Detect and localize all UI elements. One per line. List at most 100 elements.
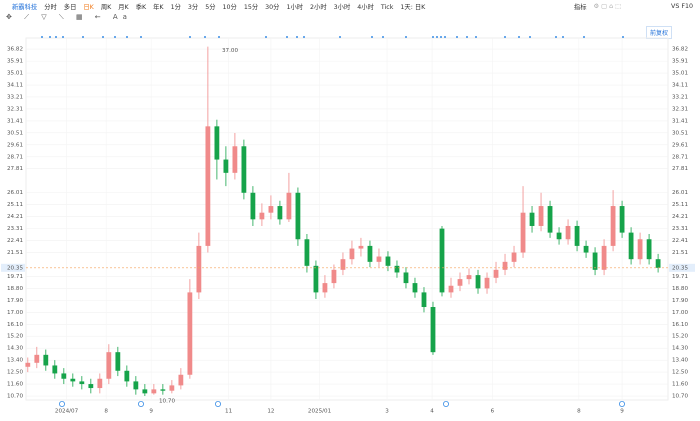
y-tick-label: 32.31 <box>672 106 688 112</box>
y-tick-label: 34.11 <box>672 83 688 89</box>
last-price-label: 20.35 <box>7 265 23 271</box>
x-tick-label: 3 <box>385 409 389 415</box>
candle-body <box>655 259 661 268</box>
candle-body <box>511 252 517 262</box>
candle-body <box>79 381 85 385</box>
y-tick-label: 35.01 <box>672 71 688 77</box>
candle-body <box>88 384 94 389</box>
candle-body <box>124 370 130 382</box>
y-tick-label: 36.82 <box>7 47 23 53</box>
y-tick-label: 13.40 <box>7 358 23 364</box>
y-tick-label: 27.81 <box>7 166 23 172</box>
y-tick-label: 19.71 <box>7 274 23 280</box>
y-tick-label: 17.90 <box>672 298 688 304</box>
x-tick-label: 11 <box>225 409 233 415</box>
period-tab[interactable]: 周K <box>100 4 112 11</box>
candle-body <box>43 354 49 366</box>
candle-body <box>241 146 247 193</box>
y-tick-label: 14.30 <box>7 346 23 352</box>
toolbar: 新霸科技 分时 多日 日K 周K 月K 季K 年K 1分 3分 5分 10分 15分 30分 1小时 2小时… <box>0 0 700 13</box>
period-tab[interactable]: 30分 <box>265 4 280 11</box>
y-tick-label: 29.61 <box>672 142 688 148</box>
candle-body <box>331 269 337 284</box>
period-tab[interactable]: 1小时 <box>286 4 304 11</box>
period-tab[interactable]: 1天: 日K <box>400 4 426 11</box>
y-tick-label: 15.20 <box>672 334 688 340</box>
y-tick-label: 28.71 <box>672 154 688 160</box>
candle-body <box>61 373 67 379</box>
y-tick-label: 25.11 <box>7 202 23 208</box>
y-tick-label: 31.41 <box>7 118 23 124</box>
candle-body <box>133 381 139 390</box>
y-tick-label: 30.51 <box>672 130 688 136</box>
candle-body <box>286 192 292 220</box>
period-tab[interactable]: 多日 <box>63 4 77 11</box>
candle-body <box>628 232 634 260</box>
candle-body <box>457 279 463 286</box>
y-tick-label: 28.71 <box>7 154 23 160</box>
candle-body <box>367 245 373 262</box>
last-price-box <box>1 263 25 272</box>
period-tab[interactable]: 2小时 <box>310 4 327 11</box>
period-tab[interactable]: 分时 <box>44 4 57 11</box>
y-tick-label: 19.71 <box>672 274 688 280</box>
vs[interactable]: VS <box>671 3 680 10</box>
candle-body <box>448 285 454 293</box>
last-price-box <box>669 263 695 272</box>
period-tab[interactable]: 5分 <box>205 4 216 11</box>
y-tick-label: 26.01 <box>672 190 688 196</box>
stock-name[interactable]: 新霸科技 <box>12 4 38 11</box>
f10[interactable]: F10 <box>681 3 693 10</box>
period-tab[interactable]: 10分 <box>222 4 237 11</box>
period-tab[interactable]: 3分 <box>187 4 199 11</box>
period-tab[interactable]: 日K <box>83 4 94 11</box>
y-tick-label: 22.41 <box>672 238 688 244</box>
period-tab[interactable]: 季K <box>135 4 147 11</box>
indicator[interactable]: 指标 <box>573 4 587 11</box>
candle-body <box>115 352 121 371</box>
candle-body <box>619 206 625 233</box>
candle-body <box>583 245 589 253</box>
candle-body <box>232 146 238 173</box>
y-tick-label: 35.91 <box>672 59 688 65</box>
period-tab[interactable]: 月K <box>118 4 129 11</box>
y-tick-label: 33.21 <box>7 94 23 100</box>
event-icons[interactable] <box>59 400 626 407</box>
candle-body <box>205 126 211 246</box>
y-tick-label: 17.00 <box>672 310 688 316</box>
candle-body <box>529 212 535 226</box>
candle-body <box>295 192 301 240</box>
candle-body <box>97 378 103 389</box>
period-tab[interactable]: 年K <box>153 4 164 11</box>
candle-body <box>484 277 490 289</box>
y-tick-label: 35.91 <box>7 59 23 65</box>
period-tab[interactable]: 1分 <box>170 4 181 11</box>
candle-body <box>151 389 157 394</box>
candle-body <box>214 126 220 160</box>
y-tick-label: 14.30 <box>672 346 688 352</box>
period-tab[interactable]: Tick <box>380 4 394 11</box>
period-tab[interactable]: 4小时 <box>357 4 374 11</box>
candle-body <box>313 265 319 293</box>
candle-body <box>178 374 184 386</box>
candle-body <box>502 261 508 270</box>
candle-body <box>259 212 265 220</box>
x-tick-label: 6 <box>491 409 495 415</box>
y-tick-label: 18.80 <box>672 286 688 292</box>
candle-body <box>592 252 598 270</box>
y-tick-label: 16.10 <box>672 322 688 328</box>
drawing-tools[interactable]: ✥ ⟋ ▽ ⟍ ▦ ← Aa <box>6 13 132 21</box>
icons[interactable]: ⚙ ▢ ⌂ ⬚ <box>593 3 622 10</box>
y-tick-label: 17.90 <box>7 298 23 304</box>
candle-body <box>142 389 148 394</box>
candle-body <box>394 265 400 273</box>
y-tick-label: 11.60 <box>7 382 23 388</box>
candle-body <box>169 385 175 391</box>
period-tab[interactable]: 15分 <box>243 4 259 11</box>
last-price-label: 20.35 <box>672 265 688 271</box>
y-tick-label: 36.82 <box>672 47 688 53</box>
period-tab[interactable]: 3小时 <box>333 4 351 11</box>
candle-body <box>250 192 256 220</box>
